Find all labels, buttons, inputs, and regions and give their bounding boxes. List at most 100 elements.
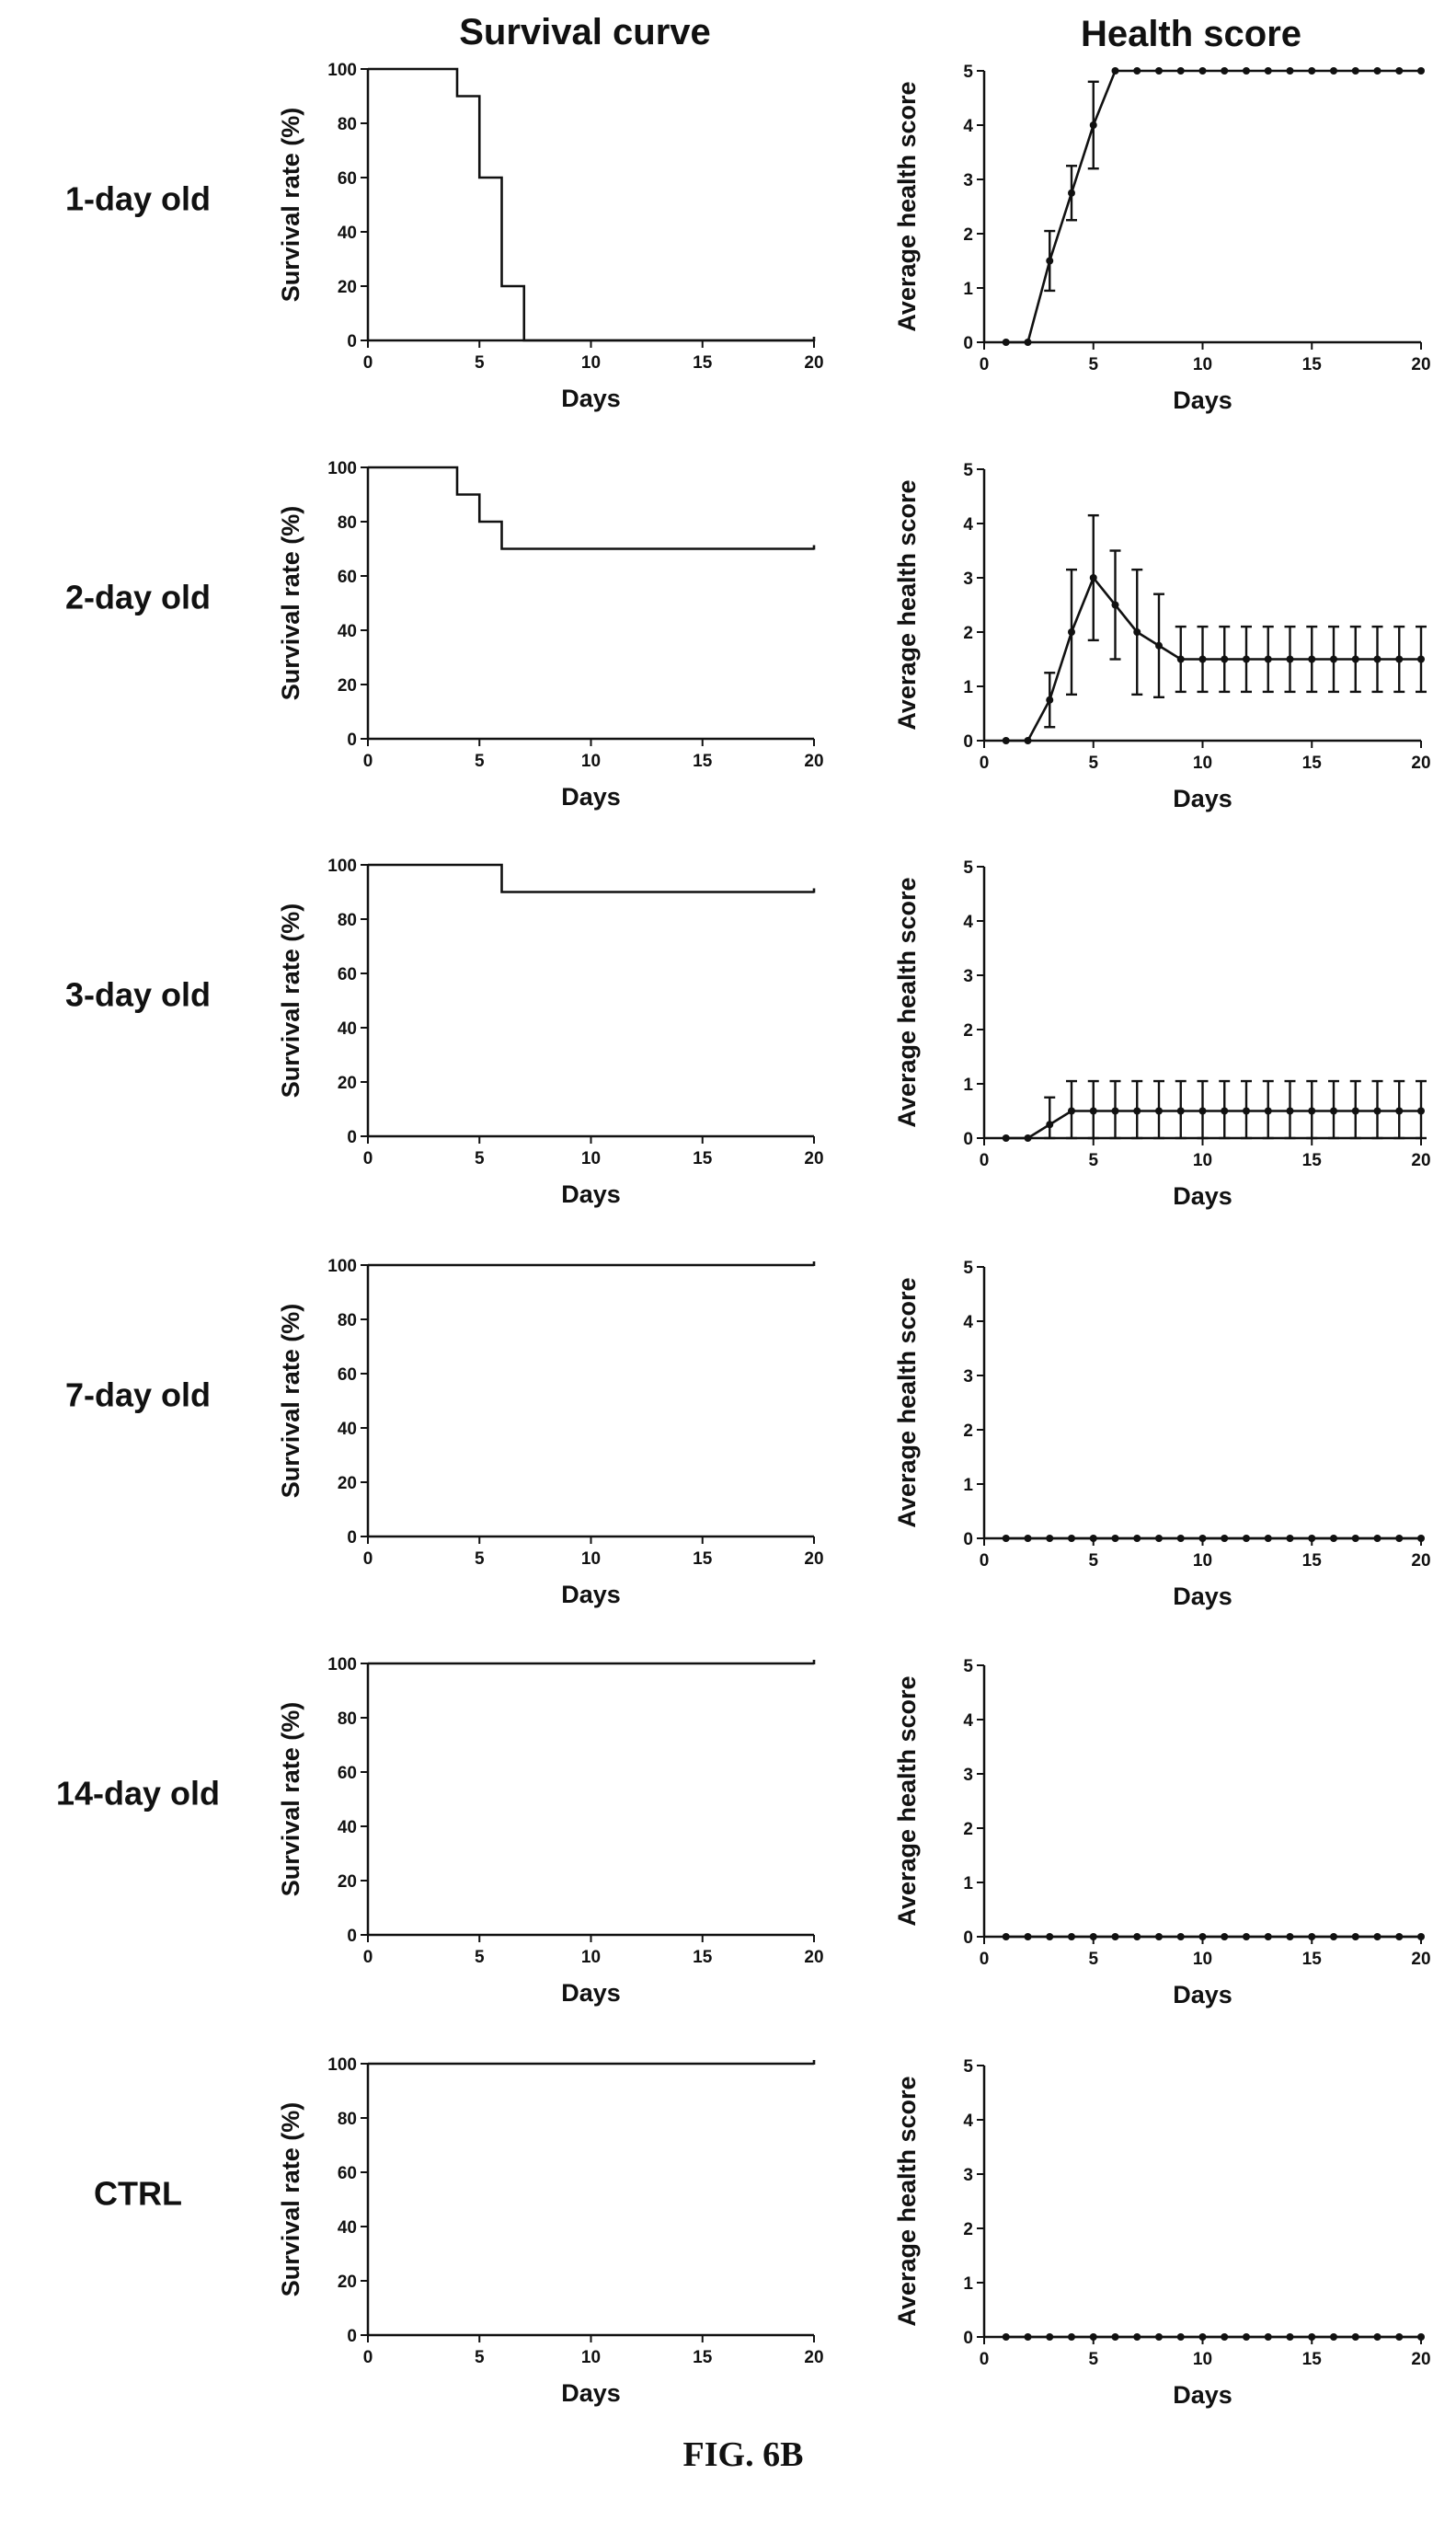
data-point: [1221, 1933, 1229, 1940]
x-tick-label: 10: [1193, 2350, 1212, 2369]
data-point: [1286, 1933, 1294, 1940]
y-tick-label: 1: [963, 1076, 973, 1095]
y-tick-label: 1: [963, 1874, 973, 1893]
data-point: [1373, 1107, 1381, 1115]
y-tick-label: 2: [963, 2220, 973, 2239]
data-point: [1155, 1933, 1163, 1940]
data-point: [1068, 628, 1075, 636]
data-point: [1264, 655, 1272, 663]
data-point: [1068, 189, 1075, 197]
data-point: [1046, 1933, 1054, 1940]
row-label: 14-day old: [56, 1774, 220, 1812]
y-axis-title: Average health score: [893, 81, 921, 331]
data-point: [1417, 1107, 1425, 1115]
data-point: [1089, 2333, 1097, 2341]
data-point: [1286, 67, 1294, 75]
x-tick-label: 5: [475, 1948, 485, 1967]
x-tick-label: 10: [1193, 754, 1212, 773]
health-chart-5: 0 1 2 3 4 5 0 5 10 15 20 Days Average health score: [893, 1657, 1431, 2008]
y-tick-label: 2: [963, 1421, 973, 1441]
x-tick-label: 10: [1193, 1551, 1212, 1571]
data-point: [1133, 1535, 1141, 1542]
survival-series-line: [368, 67, 814, 342]
data-point: [1198, 67, 1207, 75]
data-point: [1198, 1535, 1207, 1542]
survival-series-line: [368, 466, 814, 550]
y-axis-title: Survival rate (%): [277, 903, 304, 1099]
data-point: [1002, 1933, 1010, 1940]
x-tick-label: 20: [804, 1149, 823, 1168]
data-point: [1264, 67, 1272, 75]
y-tick-label: 3: [963, 1367, 973, 1387]
x-tick-label: 20: [804, 2348, 823, 2367]
x-tick-label: 15: [693, 1149, 713, 1168]
x-tick-label: 10: [1193, 1151, 1212, 1170]
y-tick-label: 80: [338, 1709, 357, 1729]
y-tick-label: 40: [338, 224, 357, 243]
x-tick-label: 15: [1302, 355, 1323, 374]
data-point: [1089, 1535, 1097, 1542]
data-point: [1133, 1107, 1141, 1115]
x-tick-label: 0: [980, 754, 990, 773]
survival-series-line: [368, 863, 814, 893]
y-axis-title: Survival rate (%): [277, 1304, 304, 1499]
data-point: [1089, 121, 1097, 129]
x-axis-title: Days: [561, 2379, 621, 2407]
x-tick-label: 15: [1302, 1551, 1323, 1571]
data-point: [1395, 655, 1404, 663]
x-tick-label: 15: [693, 1549, 713, 1569]
y-tick-label: 0: [963, 334, 973, 353]
y-tick-label: 0: [963, 1530, 973, 1549]
health-chart-3: 0 1 2 3 4 5 0 5 10 15 20 Days Average health score: [893, 858, 1431, 1210]
data-point: [1373, 1933, 1381, 1940]
data-point: [1308, 1107, 1316, 1115]
x-tick-label: 5: [475, 1149, 485, 1168]
data-point: [1068, 2333, 1075, 2341]
y-tick-label: 5: [963, 63, 973, 82]
y-tick-label: 3: [963, 967, 973, 986]
y-tick-label: 20: [338, 278, 357, 297]
x-tick-label: 10: [581, 1549, 601, 1569]
y-tick-label: 0: [963, 1928, 973, 1948]
y-tick-label: 5: [963, 1657, 973, 1676]
data-point: [1221, 67, 1229, 75]
x-tick-label: 15: [693, 353, 713, 373]
survival-chart-1: 0 20 40 60 80 100 0 5 10 15 20 Days Survival rate (%…: [277, 61, 824, 412]
data-point: [1417, 1933, 1425, 1940]
data-point: [1024, 339, 1032, 346]
y-tick-label: 4: [963, 1313, 973, 1332]
x-tick-label: 5: [475, 752, 485, 771]
x-tick-label: 0: [363, 353, 373, 373]
y-tick-label: 2: [963, 1820, 973, 1839]
survival-chart-5: 0 20 40 60 80 100 0 5 10 15 20 Days Survival rate (%…: [277, 1655, 824, 2007]
y-tick-label: 1: [963, 1476, 973, 1495]
x-tick-label: 5: [1088, 754, 1098, 773]
data-point: [1286, 1535, 1294, 1542]
y-axis-title: Survival rate (%): [277, 2102, 304, 2297]
x-tick-label: 5: [1088, 1950, 1098, 1969]
x-tick-label: 15: [1302, 754, 1323, 773]
data-point: [1308, 2333, 1316, 2341]
y-tick-label: 0: [347, 731, 357, 750]
data-point: [1351, 67, 1359, 75]
x-tick-label: 10: [581, 2348, 601, 2367]
data-point: [1155, 67, 1163, 75]
x-axis-title: Days: [1173, 386, 1232, 414]
data-point: [1395, 2333, 1404, 2341]
y-tick-label: 100: [327, 459, 357, 478]
data-point: [1111, 1933, 1119, 1940]
data-point: [1351, 655, 1359, 663]
data-point: [1264, 1107, 1272, 1115]
y-tick-label: 0: [347, 2327, 357, 2346]
y-tick-label: 80: [338, 1311, 357, 1330]
data-point: [1176, 655, 1185, 663]
data-point: [1395, 1933, 1404, 1940]
x-tick-label: 0: [980, 2350, 990, 2369]
x-tick-label: 20: [804, 1948, 823, 1967]
data-point: [1198, 655, 1207, 663]
data-point: [1024, 1134, 1032, 1142]
data-point: [1351, 1107, 1359, 1115]
data-point: [1395, 1535, 1404, 1542]
y-tick-label: 100: [327, 1655, 357, 1675]
x-tick-label: 0: [363, 1549, 373, 1569]
